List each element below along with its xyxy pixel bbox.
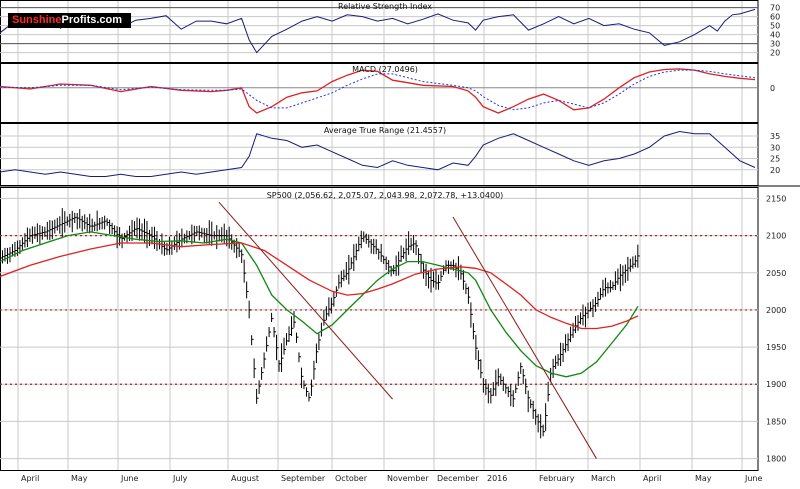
rsi-tick-label-3: 50	[770, 22, 780, 31]
moving-average-fast	[0, 231, 639, 378]
rsi-tick-label-0: 20	[770, 49, 780, 58]
price-tick-label-0: 1800	[766, 455, 786, 464]
macd-line	[0, 68, 756, 114]
rsi-tick-label-1: 30	[770, 40, 780, 49]
trendline-0	[218, 201, 393, 400]
x-axis-label-1: May	[71, 474, 88, 483]
x-axis-label-12: April	[643, 474, 661, 483]
x-axis-label-11: March	[591, 474, 615, 483]
macd-tick-label-0: 0	[770, 84, 775, 93]
panel-frame-0	[0, 0, 759, 63]
x-axis-label-8: December	[437, 474, 479, 483]
atr-tick-label-3: 35	[770, 132, 780, 141]
x-axis-label-14: June	[744, 474, 763, 483]
macd-title: MACD (27.0496)	[352, 65, 418, 74]
logo-text-profits: Profits.com	[61, 14, 123, 26]
rsi-title: Relative Strength Index	[338, 2, 432, 11]
panel-frame-1	[0, 63, 759, 123]
macd-signal-line	[0, 69, 756, 111]
atr-tick-label-0: 20	[770, 166, 780, 175]
price-tick-label-3: 1950	[766, 343, 786, 352]
sunshine-profits-logo: SunshineProfits.com	[8, 13, 131, 28]
x-axis-label-3: July	[172, 474, 188, 483]
rsi-tick-label-5: 70	[770, 4, 780, 13]
price-bars	[0, 208, 640, 439]
logo-text-sunshine: Sunshine	[12, 14, 62, 26]
atr-series-line	[0, 130, 756, 177]
price-tick-label-6: 2100	[766, 232, 786, 241]
price-tick-label-5: 2050	[766, 269, 786, 278]
x-axis-label-13: May	[695, 474, 712, 483]
price-tick-label-2: 1900	[766, 380, 786, 389]
x-axis-label-6: October	[335, 474, 368, 483]
panel-frame-3	[0, 187, 759, 471]
price-tick-label-7: 2150	[766, 194, 786, 203]
x-axis-label-10: February	[539, 474, 575, 483]
rsi-tick-label-2: 40	[770, 31, 780, 40]
rsi-series-line	[0, 8, 756, 54]
rsi-tick-label-4: 60	[770, 13, 780, 22]
price-tick-label-4: 2000	[766, 306, 786, 315]
x-axis-label-5: September	[281, 474, 326, 483]
x-axis-label-4: August	[231, 474, 259, 483]
moving-average-slow	[0, 242, 639, 330]
atr-tick-label-1: 25	[770, 155, 780, 164]
price-title: SP500 (2,056.62, 2,075.07, 2,043.98, 2,0…	[267, 191, 504, 200]
price-tick-label-1: 1850	[766, 417, 786, 426]
trendline-1	[452, 216, 597, 459]
x-axis-label-0: April	[21, 474, 39, 483]
x-axis-label-7: November	[387, 474, 429, 483]
x-axis-label-2: June	[120, 474, 139, 483]
x-axis-label-9: 2016	[487, 474, 507, 483]
atr-title: Average True Range (21.4557)	[324, 126, 446, 135]
atr-tick-label-2: 30	[770, 143, 780, 152]
